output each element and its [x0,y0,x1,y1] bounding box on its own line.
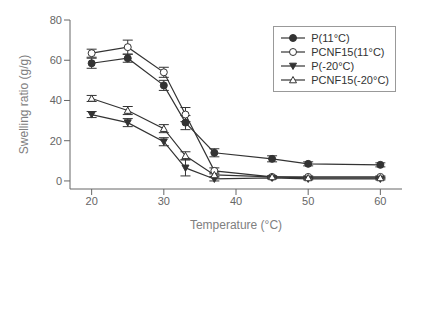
svg-text:20: 20 [50,135,62,147]
svg-text:50: 50 [302,195,314,207]
html-text:P(-20°C): P(-20°C) [311,60,355,72]
svg-text:30: 30 [158,195,170,207]
svg-text:0: 0 [56,175,62,187]
svg-text:60: 60 [374,195,386,207]
svg-text:40: 40 [230,195,242,207]
svg-text:80: 80 [50,14,62,26]
svg-text:40: 40 [50,94,62,106]
svg-text:20: 20 [86,195,98,207]
html-text:PCNF15(-20°C): PCNF15(-20°C) [311,74,389,86]
svg-text:Temperature (°C): Temperature (°C) [190,218,282,232]
html-text:P(11°C): P(11°C) [311,32,350,44]
html-text:PCNF15(11°C): PCNF15(11°C) [311,46,385,58]
svg-text:Swelling ratio (g/g): Swelling ratio (g/g) [17,55,31,154]
svg-text:60: 60 [50,54,62,66]
